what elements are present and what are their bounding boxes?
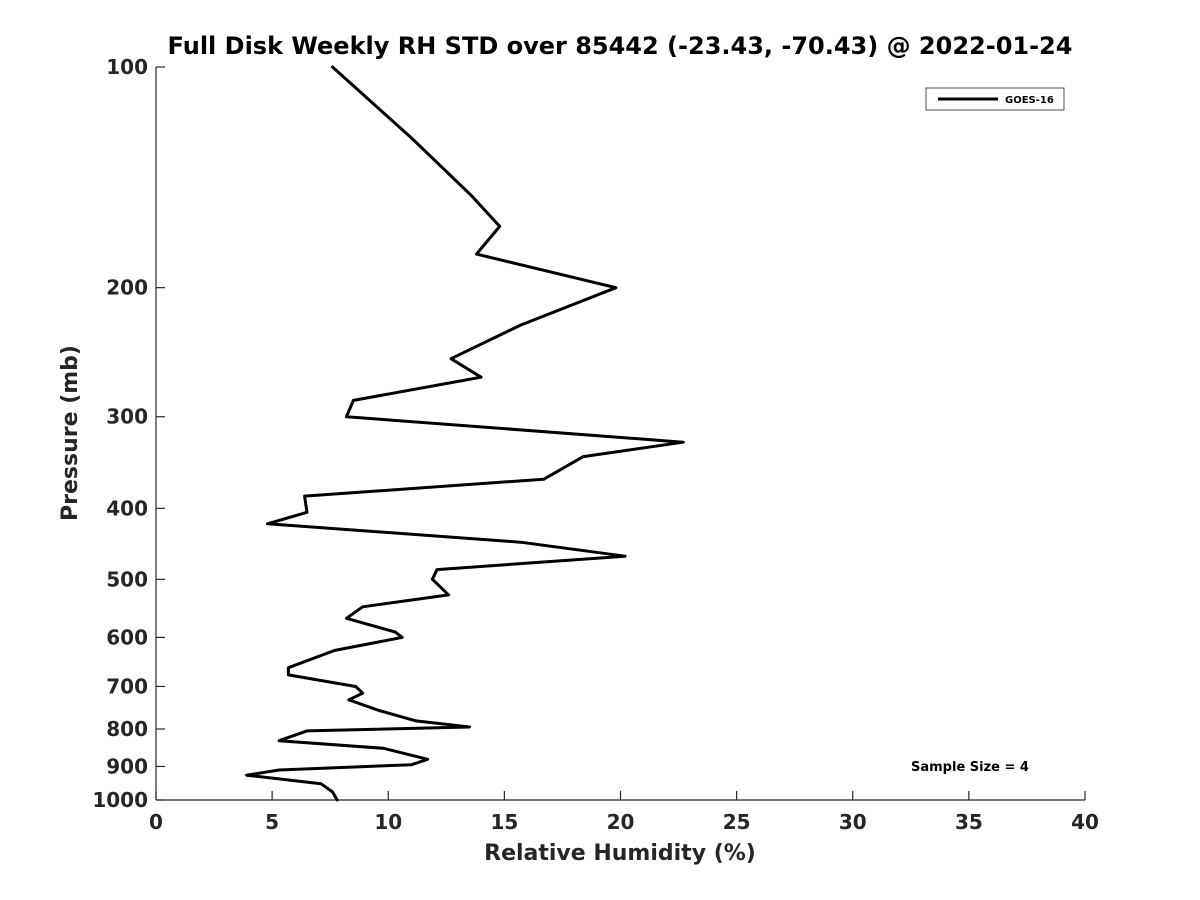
x-ticks: 0 5 10 15 20 25 30 35 40 bbox=[149, 791, 1099, 834]
y-tick-label: 300 bbox=[106, 405, 148, 429]
y-tick-label: 700 bbox=[106, 674, 148, 698]
y-tick-label: 800 bbox=[106, 717, 148, 741]
x-tick-label: 10 bbox=[374, 810, 402, 834]
x-tick-label: 40 bbox=[1071, 810, 1099, 834]
y-tick-label: 100 bbox=[106, 55, 148, 79]
y-tick-label: 1000 bbox=[92, 788, 148, 812]
sample-size-annotation: Sample Size = 4 bbox=[911, 760, 1029, 775]
x-tick-label: 0 bbox=[149, 810, 163, 834]
x-tick-label: 25 bbox=[723, 810, 751, 834]
x-tick-label: 20 bbox=[607, 810, 635, 834]
legend-label: GOES-16 bbox=[1005, 95, 1054, 106]
x-axis-label: Relative Humidity (%) bbox=[484, 841, 756, 866]
x-tick-label: 15 bbox=[490, 810, 518, 834]
y-tick-label: 400 bbox=[106, 496, 148, 520]
y-tick-label: 200 bbox=[106, 276, 148, 300]
x-tick-label: 30 bbox=[839, 810, 867, 834]
x-tick-label: 35 bbox=[955, 810, 983, 834]
y-axis-label: Pressure (mb) bbox=[58, 345, 83, 521]
y-tick-label: 500 bbox=[106, 567, 148, 591]
y-tick-label: 600 bbox=[106, 625, 148, 649]
x-tick-label: 5 bbox=[265, 810, 279, 834]
y-ticks: 100 200 300 400 500 600 700 800 900 1000 bbox=[92, 55, 165, 812]
y-tick-label: 900 bbox=[106, 754, 148, 778]
series-line-goes-16 bbox=[245, 65, 685, 802]
legend: GOES-16 bbox=[925, 87, 1065, 111]
chart-title: Full Disk Weekly RH STD over 85442 (-23.… bbox=[168, 32, 1073, 60]
